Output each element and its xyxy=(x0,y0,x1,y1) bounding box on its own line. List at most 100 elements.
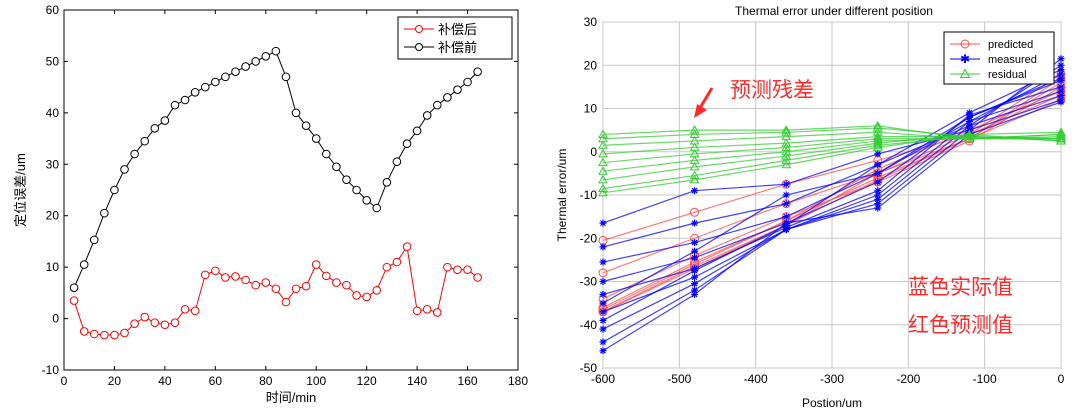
right-residual-point xyxy=(689,125,700,134)
left-data-point xyxy=(372,203,382,213)
left-data-point xyxy=(180,305,190,314)
right-residual-point xyxy=(872,142,883,151)
left-data-point xyxy=(311,134,321,143)
right-measured-line xyxy=(602,99,1062,343)
right-legend-marker-residual xyxy=(959,68,971,78)
right-measured-point xyxy=(599,243,607,251)
right-measured-point xyxy=(691,267,699,275)
left-data-point xyxy=(443,262,452,272)
right-x-tick-label: -400 xyxy=(744,372,768,386)
right-measured-point xyxy=(782,221,790,229)
right-measured-point xyxy=(599,308,607,316)
right-measured-point xyxy=(1057,61,1065,69)
right-y-tick-label: 10 xyxy=(584,102,598,116)
right-residual-point xyxy=(1056,133,1066,143)
left-x-tick-label: 180 xyxy=(508,374,528,388)
left-y-tick-label: 50 xyxy=(46,54,60,68)
right-residual-line xyxy=(602,131,1062,181)
left-data-point xyxy=(422,305,432,314)
left-data-point xyxy=(412,126,422,136)
right-predicted-line xyxy=(602,94,1062,241)
left-data-point xyxy=(150,318,160,327)
right-measured-line xyxy=(602,58,1062,224)
left-gridlines xyxy=(63,9,519,371)
right-measured-line xyxy=(602,69,1062,321)
left-data-point xyxy=(392,257,402,267)
right-y-tick-label: 30 xyxy=(584,15,598,29)
left-data-point xyxy=(251,280,260,290)
right-measured-point xyxy=(1057,74,1065,82)
right-measured-point xyxy=(1057,98,1065,106)
left-data-point xyxy=(473,67,482,77)
right-legend-label-predicted: predicted xyxy=(988,39,1033,51)
right-measured-point xyxy=(1057,66,1065,74)
right-y-tick-label: 0 xyxy=(590,145,597,159)
left-y-axis-label: 定位误差/um xyxy=(13,153,28,227)
right-y-tick-label: -20 xyxy=(580,231,598,245)
left-data-point xyxy=(170,318,180,327)
right-x-tick-label: -600 xyxy=(591,372,615,386)
left-x-tick-label: 120 xyxy=(357,374,377,388)
left-data-point xyxy=(311,260,321,269)
left-x-tick-label: 80 xyxy=(259,374,273,388)
left-data-point xyxy=(150,123,160,133)
right-residual-point xyxy=(781,138,792,147)
right-measured-point xyxy=(599,278,607,285)
left-data-point xyxy=(200,82,210,92)
right-residual-point xyxy=(781,159,792,169)
left-data-point xyxy=(231,272,240,281)
left-data-point xyxy=(463,265,472,275)
left-data-point xyxy=(362,292,371,302)
left-data-point xyxy=(422,111,432,120)
right-legend-label-residual: residual xyxy=(988,69,1027,81)
annotation-red-predicted: 红色预测值 xyxy=(908,314,1013,337)
left-data-point xyxy=(281,297,291,307)
left-data-point xyxy=(352,185,361,195)
right-measured-point xyxy=(782,180,790,188)
left-data-point xyxy=(261,278,271,287)
left-data-point xyxy=(301,281,311,291)
annotation-arrow-icon xyxy=(694,87,714,118)
left-x-tick-label: 60 xyxy=(209,374,223,388)
left-legend-label-before: 补偿前 xyxy=(438,40,477,55)
left-data-point xyxy=(130,319,139,329)
left-legend-marker-after xyxy=(415,25,423,33)
left-data-point xyxy=(69,296,79,305)
right-measured-point xyxy=(691,247,699,255)
right-residual-point xyxy=(781,127,792,136)
left-data-point xyxy=(261,51,271,61)
left-data-point xyxy=(130,149,139,159)
left-data-point xyxy=(332,162,341,172)
right-residual-line xyxy=(602,136,1062,190)
left-data-point xyxy=(352,291,361,300)
left-data-point xyxy=(100,208,109,218)
annotation-residual: 预测残差 xyxy=(730,79,814,102)
left-data-point xyxy=(362,195,371,205)
left-x-tick-label: 40 xyxy=(158,374,172,388)
left-data-point xyxy=(332,278,341,287)
left-data-point xyxy=(473,273,482,282)
left-data-point xyxy=(432,100,442,110)
right-measured-point xyxy=(691,187,699,195)
left-data-point xyxy=(412,306,422,316)
left-data-point xyxy=(453,85,462,95)
left-data-point xyxy=(271,46,281,56)
right-residual-point xyxy=(598,183,608,193)
left-data-point xyxy=(281,72,291,82)
right-measured-point xyxy=(691,219,699,227)
left-data-point xyxy=(221,72,230,82)
left-data-point xyxy=(221,273,230,282)
left-y-tick-label: 20 xyxy=(46,209,60,223)
right-residual-point xyxy=(781,155,792,164)
left-y-tick-label: 0 xyxy=(52,312,59,326)
right-measured-point xyxy=(965,109,973,117)
left-data-point xyxy=(402,242,412,251)
left-data-point xyxy=(190,87,200,97)
right-measured-point xyxy=(874,195,882,203)
right-measured-point xyxy=(782,191,790,199)
right-measured-point xyxy=(599,338,607,346)
left-data-point xyxy=(453,265,462,275)
left-x-axis-label: 时间/min xyxy=(266,390,317,405)
